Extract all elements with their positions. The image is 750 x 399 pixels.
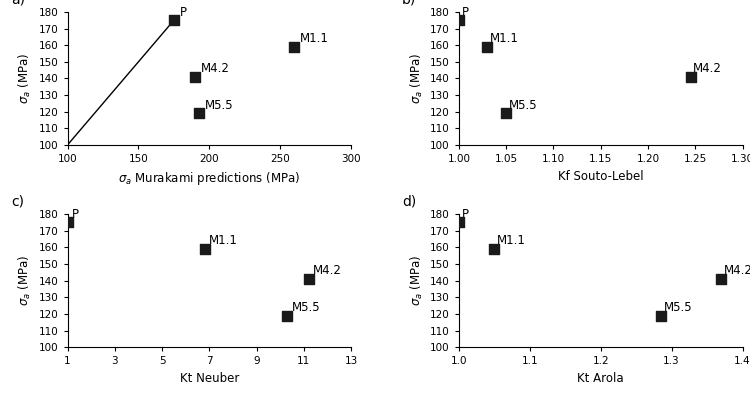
- Text: M5.5: M5.5: [664, 301, 692, 314]
- Point: [453, 17, 465, 24]
- Point: [488, 246, 500, 252]
- Point: [194, 110, 206, 117]
- Y-axis label: $\sigma_a$ (MPa): $\sigma_a$ (MPa): [409, 255, 424, 306]
- Point: [500, 110, 512, 117]
- Point: [289, 44, 301, 50]
- Text: d): d): [402, 195, 416, 209]
- X-axis label: Kt Arola: Kt Arola: [578, 372, 624, 385]
- X-axis label: $\sigma_a$ Murakami predictions (MPa): $\sigma_a$ Murakami predictions (MPa): [118, 170, 301, 187]
- Text: M4.2: M4.2: [314, 264, 342, 277]
- X-axis label: Kf Souto-Lebel: Kf Souto-Lebel: [558, 170, 644, 183]
- Point: [685, 73, 697, 80]
- Point: [716, 276, 728, 282]
- Y-axis label: $\sigma_a$ (MPa): $\sigma_a$ (MPa): [409, 53, 424, 104]
- Point: [655, 312, 667, 319]
- Point: [482, 44, 494, 50]
- Text: M5.5: M5.5: [205, 99, 234, 112]
- Point: [302, 276, 314, 282]
- Point: [281, 312, 293, 319]
- Point: [453, 219, 465, 226]
- Text: c): c): [10, 195, 24, 209]
- Y-axis label: $\sigma_a$ (MPa): $\sigma_a$ (MPa): [17, 255, 33, 306]
- Y-axis label: $\sigma_a$ (MPa): $\sigma_a$ (MPa): [17, 53, 33, 104]
- Text: M1.1: M1.1: [300, 32, 329, 45]
- Text: P: P: [462, 208, 469, 221]
- Point: [168, 17, 180, 24]
- Text: M1.1: M1.1: [490, 32, 519, 45]
- Text: M5.5: M5.5: [509, 99, 538, 112]
- Text: M4.2: M4.2: [724, 264, 750, 277]
- Text: M1.1: M1.1: [209, 234, 238, 247]
- Text: P: P: [179, 6, 187, 19]
- X-axis label: Kt Neuber: Kt Neuber: [179, 372, 239, 385]
- Text: P: P: [72, 208, 80, 221]
- Text: M4.2: M4.2: [201, 62, 229, 75]
- Text: M5.5: M5.5: [292, 301, 321, 314]
- Point: [62, 219, 74, 226]
- Text: M4.2: M4.2: [693, 62, 722, 75]
- Text: b): b): [402, 0, 416, 7]
- Text: P: P: [462, 6, 469, 19]
- Text: a): a): [10, 0, 25, 7]
- Text: M1.1: M1.1: [497, 234, 526, 247]
- Point: [189, 73, 201, 80]
- Point: [199, 246, 211, 252]
